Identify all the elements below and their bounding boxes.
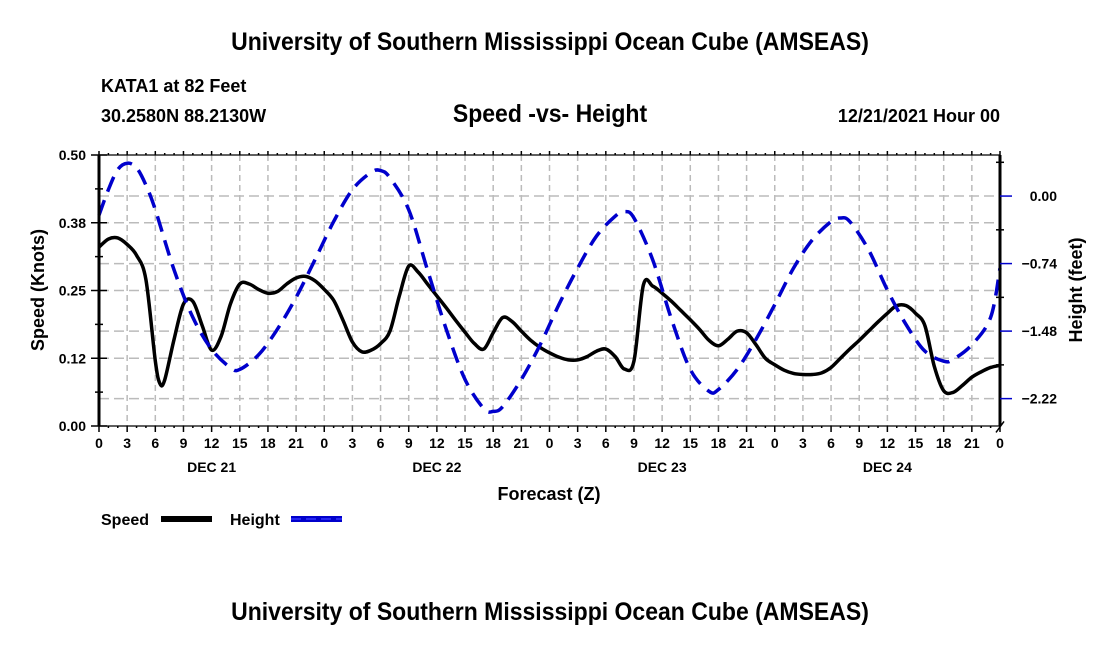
x-tick-label: 21 — [514, 435, 530, 451]
y2-tick-label: 0.00 — [1030, 188, 1057, 204]
x-tick-label: 6 — [827, 435, 835, 451]
x-tick-label: 6 — [602, 435, 610, 451]
legend: Speed Height — [101, 512, 342, 529]
x-tick-label: 6 — [377, 435, 385, 451]
x-axis-title: Forecast (Z) — [497, 484, 600, 504]
y2-tick-minor — [995, 420, 1005, 433]
chart-main-title: University of Southern Mississippi Ocean… — [231, 28, 869, 56]
legend-swatch-speed — [161, 516, 212, 522]
x-tick-label: 18 — [936, 435, 952, 451]
x-tick-label: 9 — [630, 435, 638, 451]
x-tick-label: 18 — [485, 435, 501, 451]
x-date-label: DEC 24 — [863, 459, 912, 475]
x-tick-label: 12 — [654, 435, 670, 451]
x-tick-label: 0 — [546, 435, 554, 451]
x-tick-label: 12 — [204, 435, 220, 451]
labels: 0 3 6 9 12 15 18 21 0 3 6 9 12 15 18 21 0 3 6 9 12 15 18 21 0 3 6 9… — [59, 147, 1057, 475]
axes — [91, 151, 1012, 433]
x-tick-label: 3 — [574, 435, 582, 451]
datetime-label: 12/21/2021 Hour 00 — [837, 106, 1000, 126]
x-tick-label: 12 — [429, 435, 445, 451]
y2-axis-title: Height (feet) — [1066, 238, 1086, 343]
x-tick-label: 0 — [95, 435, 103, 451]
x-date-label: DEC 21 — [187, 459, 236, 475]
x-tick-label: 21 — [964, 435, 980, 451]
plot-title: Speed -vs- Height — [452, 100, 648, 128]
x-tick-label: 21 — [288, 435, 304, 451]
grid — [99, 155, 1000, 426]
x-tick-label: 0 — [771, 435, 779, 451]
y2-tick-label: −1.48 — [1022, 323, 1058, 339]
x-tick-label: 9 — [855, 435, 863, 451]
location-label: 30.2580N 88.2130W — [101, 106, 267, 126]
x-tick-label: 0 — [996, 435, 1004, 451]
y-tick-label: 0.00 — [59, 418, 86, 434]
x-tick-label: 18 — [260, 435, 276, 451]
x-tick-label: 6 — [151, 435, 159, 451]
legend-swatch-height — [291, 516, 342, 522]
x-tick-label: 3 — [123, 435, 131, 451]
series-line-height — [97, 161, 1002, 414]
x-date-label: DEC 23 — [638, 459, 687, 475]
x-tick-label: 18 — [711, 435, 727, 451]
x-tick-label: 15 — [908, 435, 924, 451]
x-tick-label: 15 — [457, 435, 473, 451]
x-tick-label: 15 — [232, 435, 248, 451]
x-tick-label: 3 — [349, 435, 357, 451]
y2-tick-label: −0.74 — [1022, 256, 1058, 272]
series-line-speed — [97, 235, 1001, 396]
y-axis-title: Speed (Knots) — [28, 229, 48, 351]
y-tick-label: 0.12 — [59, 350, 86, 366]
y2-tick-label: −2.22 — [1022, 391, 1058, 407]
series — [97, 161, 1002, 414]
y-tick-label: 0.50 — [59, 147, 86, 163]
x-tick-label: 12 — [880, 435, 896, 451]
y-tick-label: 0.25 — [59, 283, 86, 299]
x-tick-label: 15 — [682, 435, 698, 451]
x-tick-label: 21 — [739, 435, 755, 451]
station-label: KATA1 at 82 Feet — [101, 76, 247, 96]
x-tick-label: 9 — [180, 435, 188, 451]
footer-title: University of Southern Mississippi Ocean… — [231, 598, 869, 626]
y-tick-label: 0.38 — [59, 215, 86, 231]
x-tick-label: 3 — [799, 435, 807, 451]
x-tick-label: 9 — [405, 435, 413, 451]
x-tick-label: 0 — [320, 435, 328, 451]
x-date-label: DEC 22 — [412, 459, 461, 475]
legend-label-height: Height — [230, 512, 280, 529]
legend-label-speed: Speed — [101, 512, 149, 529]
